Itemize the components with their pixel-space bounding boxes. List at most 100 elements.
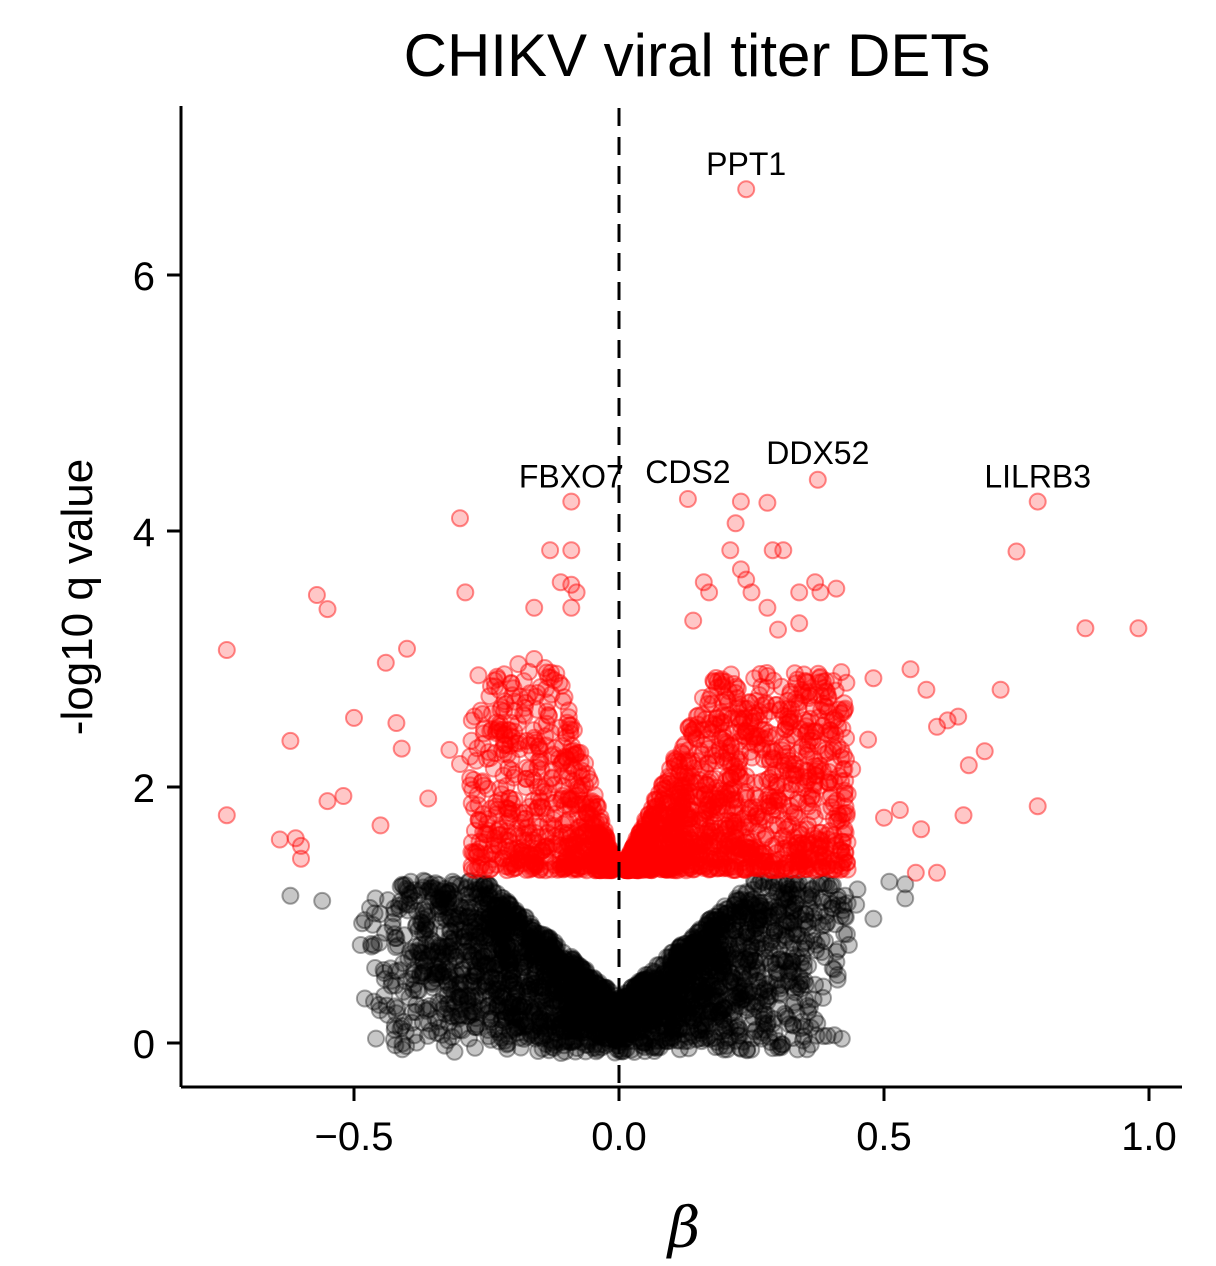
point-not-significant bbox=[458, 942, 477, 961]
point-significant bbox=[526, 856, 544, 875]
point-not-significant bbox=[491, 987, 510, 1006]
chart-title: CHIKV viral titer DETs bbox=[404, 22, 991, 89]
point-not-significant bbox=[699, 980, 718, 999]
point-not-significant bbox=[589, 997, 608, 1016]
point-significant bbox=[668, 851, 687, 870]
point-not-significant bbox=[714, 963, 733, 982]
point-not-significant bbox=[409, 981, 428, 1000]
point-significant bbox=[769, 620, 787, 639]
point-not-significant bbox=[557, 967, 575, 986]
point-not-significant bbox=[659, 974, 678, 993]
point-not-significant bbox=[589, 973, 608, 992]
point-not-significant bbox=[643, 962, 662, 981]
point-significant bbox=[1076, 619, 1095, 638]
point-not-significant bbox=[753, 1023, 772, 1042]
point-not-significant bbox=[684, 933, 703, 952]
point-not-significant bbox=[544, 1011, 563, 1030]
point-significant bbox=[318, 600, 337, 619]
point-not-significant bbox=[434, 986, 453, 1005]
point-not-significant bbox=[489, 974, 508, 993]
point-not-significant bbox=[585, 1035, 604, 1054]
point-not-significant bbox=[436, 938, 455, 957]
point-not-significant bbox=[668, 1001, 687, 1020]
point-significant bbox=[542, 747, 561, 766]
point-not-significant bbox=[577, 973, 596, 992]
point-significant bbox=[730, 839, 749, 858]
point-not-significant bbox=[783, 953, 802, 971]
point-not-significant bbox=[494, 984, 513, 1002]
point-not-significant bbox=[453, 965, 472, 984]
point-not-significant bbox=[665, 966, 684, 984]
point-significant bbox=[345, 708, 363, 727]
point-not-significant bbox=[551, 992, 570, 1011]
point-not-significant bbox=[420, 947, 438, 966]
point-not-significant bbox=[657, 985, 676, 1004]
point-not-significant bbox=[561, 982, 580, 1000]
point-not-significant bbox=[493, 896, 512, 914]
point-not-significant bbox=[367, 1029, 385, 1048]
point-significant bbox=[811, 583, 830, 602]
point-not-significant bbox=[466, 1038, 484, 1057]
point-not-significant bbox=[799, 1002, 818, 1021]
point-not-significant bbox=[497, 894, 516, 913]
point-not-significant bbox=[365, 936, 383, 955]
point-not-significant bbox=[752, 871, 770, 890]
point-not-significant bbox=[807, 941, 826, 960]
point-not-significant bbox=[481, 1009, 500, 1028]
point-not-significant bbox=[795, 934, 814, 953]
point-not-significant bbox=[510, 911, 529, 930]
point-not-significant bbox=[437, 898, 456, 917]
point-not-significant bbox=[497, 1012, 515, 1031]
point-not-significant bbox=[472, 976, 491, 995]
point-not-significant bbox=[778, 962, 797, 981]
point-not-significant bbox=[721, 972, 740, 991]
point-significant bbox=[531, 678, 550, 697]
point-not-significant bbox=[864, 909, 883, 928]
point-not-significant bbox=[654, 986, 673, 1005]
point-not-significant bbox=[667, 946, 686, 965]
point-significant bbox=[502, 761, 521, 780]
point-not-significant bbox=[663, 1005, 682, 1024]
point-not-significant bbox=[504, 917, 523, 936]
point-not-significant bbox=[681, 941, 700, 960]
point-significant bbox=[515, 804, 534, 822]
point-not-significant bbox=[554, 949, 573, 968]
point-not-significant bbox=[715, 1021, 734, 1040]
point-not-significant bbox=[709, 954, 728, 973]
point-not-significant bbox=[450, 1005, 469, 1024]
point-not-significant bbox=[732, 902, 750, 921]
point-not-significant bbox=[690, 991, 709, 1010]
point-significant bbox=[1007, 542, 1026, 561]
point-not-significant bbox=[794, 1031, 812, 1050]
point-significant bbox=[928, 863, 946, 882]
point-not-significant bbox=[451, 987, 469, 1006]
point-not-significant bbox=[651, 1038, 669, 1057]
point-not-significant bbox=[783, 896, 802, 915]
point-significant bbox=[901, 660, 920, 679]
point-not-significant bbox=[431, 994, 450, 1013]
point-not-significant bbox=[634, 1033, 653, 1052]
point-not-significant bbox=[567, 959, 586, 978]
point-significant bbox=[689, 785, 708, 804]
gene-label-cds2: CDS2 bbox=[645, 454, 730, 490]
point-not-significant bbox=[375, 970, 394, 989]
point-significant bbox=[650, 857, 669, 876]
point-not-significant bbox=[638, 984, 657, 1003]
point-not-significant bbox=[591, 1035, 610, 1054]
point-not-significant bbox=[838, 894, 857, 913]
point-not-significant bbox=[692, 957, 711, 976]
point-significant bbox=[685, 855, 704, 874]
point-significant bbox=[535, 659, 554, 677]
point-not-significant bbox=[705, 961, 724, 980]
point-significant bbox=[928, 717, 946, 736]
point-significant bbox=[827, 579, 846, 598]
point-significant bbox=[541, 541, 560, 560]
point-significant bbox=[835, 804, 854, 823]
point-significant bbox=[456, 583, 475, 602]
point-not-significant bbox=[484, 882, 503, 901]
point-not-significant bbox=[522, 980, 540, 999]
point-significant bbox=[737, 570, 756, 589]
point-significant bbox=[838, 860, 857, 879]
point-not-significant bbox=[693, 926, 712, 945]
